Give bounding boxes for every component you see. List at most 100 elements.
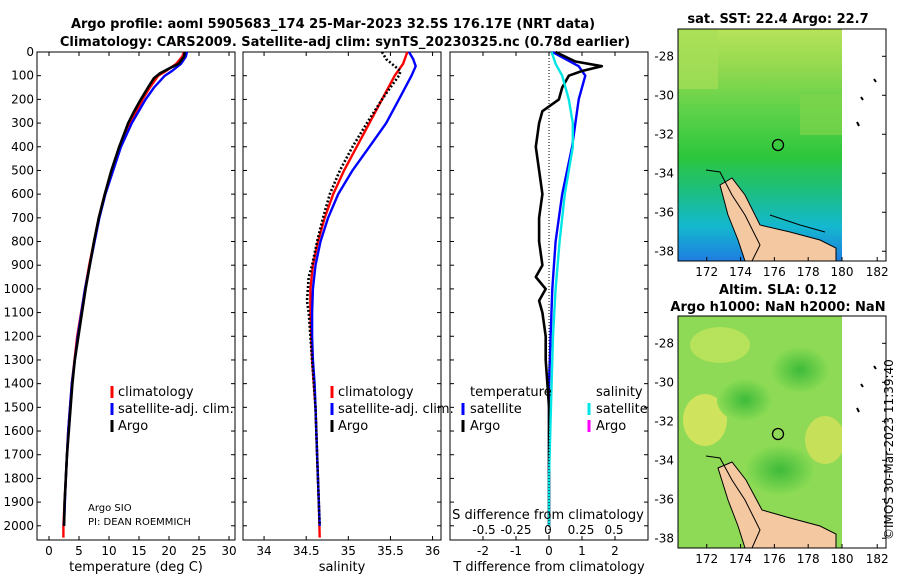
land-north-island <box>719 177 837 262</box>
x-tick-label: 10 <box>101 544 116 558</box>
timestamp: ©IMOS 30-Mar-2023 11:39:40 <box>882 359 896 540</box>
map-y-tick-label: -32 <box>654 414 674 428</box>
temperature-axis-label: temperature (deg C) <box>69 560 203 575</box>
x-tick-label: 0 <box>45 544 53 558</box>
map-y-tick-label: -32 <box>654 127 674 141</box>
map-y-tick-label: -36 <box>654 492 674 506</box>
map-x-tick-label: 176 <box>763 552 786 566</box>
map-y-tick-label: -30 <box>654 375 674 389</box>
legend-climatology-label: climatology <box>118 385 194 400</box>
kermadec-islands <box>856 365 877 413</box>
map-x-tick-label: 172 <box>695 265 718 279</box>
depth-tick-label: 200 <box>11 92 34 106</box>
legend-s-satellite-label: satellite <box>596 402 648 417</box>
depth-tick-label: 500 <box>11 163 34 177</box>
s-diff-tick-label: -0.25 <box>500 523 531 537</box>
title-line-2: Climatology: CARS2009. Satellite-adj cli… <box>60 35 630 50</box>
legend-temperature-header: temperature <box>470 385 552 400</box>
credit-line-1: Argo SIO <box>88 503 132 514</box>
sla-low-anomaly <box>744 444 816 496</box>
depth-tick-label: 1700 <box>3 448 34 462</box>
depth-tick-label: 2000 <box>3 519 34 533</box>
map-x-tick-label: 174 <box>729 265 752 279</box>
series-line-argo <box>62 51 186 526</box>
land-north-island <box>717 461 837 549</box>
depth-tick-label: 1400 <box>3 377 34 391</box>
legend-t-argo-label: Argo <box>470 419 500 434</box>
argo-position-marker <box>771 427 785 441</box>
depth-tick-label: 400 <box>11 140 34 154</box>
x-tick-label: -2 <box>477 544 489 558</box>
depth-tick-label: 100 <box>11 69 34 83</box>
depth-tick-label: 700 <box>11 211 34 225</box>
depth-tick-label: 1500 <box>3 400 34 414</box>
sla-high-anomaly <box>683 394 727 446</box>
map-y-tick-label: -34 <box>654 453 674 467</box>
legend-t-satellite-label: satellite <box>470 402 522 417</box>
x-tick-label: 25 <box>191 544 206 558</box>
temperature-legend: climatology satellite-adj. clim. Argo <box>110 385 234 434</box>
depth-tick-label: 800 <box>11 235 34 249</box>
map-x-tick-label: 174 <box>729 552 752 566</box>
s-diff-tick-label: 0 <box>544 523 552 537</box>
x-tick-label: 2 <box>611 544 619 558</box>
legend-argo-label: Argo <box>118 419 148 434</box>
isobath-contour <box>705 455 761 549</box>
sst-nodata-area <box>842 29 886 261</box>
sla-map-ticks: 172 174 176 178 180 182 -28 -30 -32 -34 -36 -38 <box>654 336 888 566</box>
depth-tick-labels: 0 100 200 300 400 500 600 700 800 900 1000 1100 1200… <box>3 45 34 533</box>
x-tick-label: 30 <box>221 544 236 558</box>
x-tick-label: 35.5 <box>377 544 404 558</box>
map-x-tick-label: 182 <box>866 552 889 566</box>
s-difference-axis-label: S difference from climatology <box>452 508 644 523</box>
difference-legend: temperature salinity satellite Argo sate… <box>461 385 648 434</box>
map-x-tick-label: 178 <box>797 552 820 566</box>
sla-map-frame <box>677 315 887 549</box>
x-tick-label: 15 <box>131 544 146 558</box>
legend-satellite-label: satellite-adj. clim. <box>118 402 234 417</box>
map-y-tick-label: -38 <box>654 244 674 258</box>
depth-tick-label: 600 <box>11 187 34 201</box>
sst-map-title: sat. SST: 22.4 Argo: 22.7 <box>687 12 868 27</box>
map-x-tick-label: 176 <box>763 265 786 279</box>
sla-map-title-1: Altim. SLA: 0.12 <box>719 283 837 298</box>
legend-satellite-label: satellite-adj. clim. <box>338 402 454 417</box>
sst-map: 172 174 176 178 180 182 -28 -30 -32 -34 -36 -38 <box>654 28 889 279</box>
depth-tick-label: 1000 <box>3 282 34 296</box>
depth-tick-label: 0 <box>26 45 34 59</box>
x-tick-label: 36 <box>425 544 440 558</box>
sla-high-anomaly <box>690 327 750 363</box>
series-lines <box>62 50 604 538</box>
legend-argo-label: Argo <box>338 419 368 434</box>
depth-tick-label: 900 <box>11 258 34 272</box>
legend-salinity-header: salinity <box>596 385 643 400</box>
map-x-tick-label: 180 <box>831 265 854 279</box>
map-y-tick-label: -38 <box>654 531 674 545</box>
sla-low-anomaly <box>717 378 773 422</box>
depth-tick-label: 300 <box>11 116 34 130</box>
map-y-tick-label: -30 <box>654 88 674 102</box>
sst-map-ticks: 172 174 176 178 180 182 -28 -30 -32 -34 -36 -38 <box>654 49 888 279</box>
map-y-tick-label: -34 <box>654 166 674 180</box>
s-diff-tick-label: 0.25 <box>568 523 595 537</box>
sla-low-anomaly <box>770 346 830 394</box>
sst-map-frame <box>677 28 887 262</box>
series-line-salinity-satellite <box>547 51 574 526</box>
temperature-panel-frame <box>36 51 236 541</box>
depth-tick-label: 1800 <box>3 471 34 485</box>
map-x-tick-label: 182 <box>866 265 889 279</box>
s-diff-tick-label: -0.5 <box>472 523 495 537</box>
sla-map-title-2: Argo h1000: NaN h2000: NaN <box>670 300 885 315</box>
x-tick-label: 20 <box>161 544 176 558</box>
series-line-temperature-argo <box>534 50 604 526</box>
sla-nodata-area <box>842 316 886 548</box>
map-y-tick-label: -28 <box>654 336 674 350</box>
x-tick-label: 1 <box>578 544 586 558</box>
map-y-tick-label: -36 <box>654 205 674 219</box>
depth-tick-label: 1300 <box>3 353 34 367</box>
x-tick-label: 0 <box>545 544 553 558</box>
sst-patch <box>800 95 842 135</box>
x-tick-label: 5 <box>75 544 83 558</box>
x-tick-label: 35 <box>341 544 356 558</box>
